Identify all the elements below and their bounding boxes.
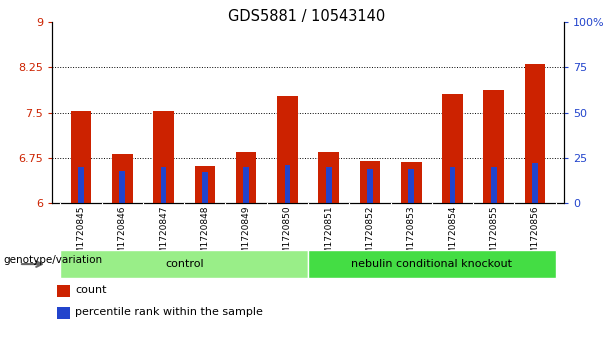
Bar [78, 167, 84, 203]
Bar [284, 165, 291, 203]
Text: GSM1720853: GSM1720853 [407, 205, 416, 266]
Bar [202, 172, 208, 203]
Bar [60, 250, 308, 278]
Bar [491, 167, 497, 203]
Bar [308, 250, 556, 278]
Text: GSM1720845: GSM1720845 [77, 205, 85, 266]
Bar [120, 171, 125, 203]
Bar [194, 166, 215, 203]
Text: GSM1720848: GSM1720848 [200, 205, 209, 266]
Bar [112, 154, 132, 203]
Bar [326, 167, 332, 203]
Bar [408, 169, 414, 203]
Bar [367, 169, 373, 203]
Text: GSM1720852: GSM1720852 [365, 205, 375, 266]
Bar [360, 161, 380, 203]
Bar [153, 111, 174, 203]
Text: GDS5881 / 10543140: GDS5881 / 10543140 [228, 9, 385, 24]
Text: GSM1720847: GSM1720847 [159, 205, 168, 266]
Bar [57, 307, 70, 319]
Bar [484, 90, 504, 203]
Text: GSM1720846: GSM1720846 [118, 205, 127, 266]
Bar [532, 163, 538, 203]
Bar [57, 285, 70, 297]
Text: GSM1720856: GSM1720856 [531, 205, 539, 266]
Bar [525, 64, 546, 203]
Text: GSM1720851: GSM1720851 [324, 205, 333, 266]
Text: GSM1720855: GSM1720855 [489, 205, 498, 266]
Bar [401, 162, 422, 203]
Bar [243, 167, 249, 203]
Text: percentile rank within the sample: percentile rank within the sample [75, 307, 263, 317]
Bar [277, 95, 298, 203]
Bar [70, 111, 91, 203]
Bar [161, 167, 167, 203]
Text: count: count [75, 285, 107, 295]
Bar [449, 167, 455, 203]
Bar [318, 152, 339, 203]
Text: genotype/variation: genotype/variation [3, 256, 102, 265]
Text: GSM1720850: GSM1720850 [283, 205, 292, 266]
Text: GSM1720849: GSM1720849 [242, 205, 251, 266]
Bar [442, 94, 463, 203]
Text: nebulin conditional knockout: nebulin conditional knockout [351, 259, 512, 269]
Bar [236, 152, 256, 203]
Text: control: control [165, 259, 204, 269]
Text: GSM1720854: GSM1720854 [448, 205, 457, 266]
